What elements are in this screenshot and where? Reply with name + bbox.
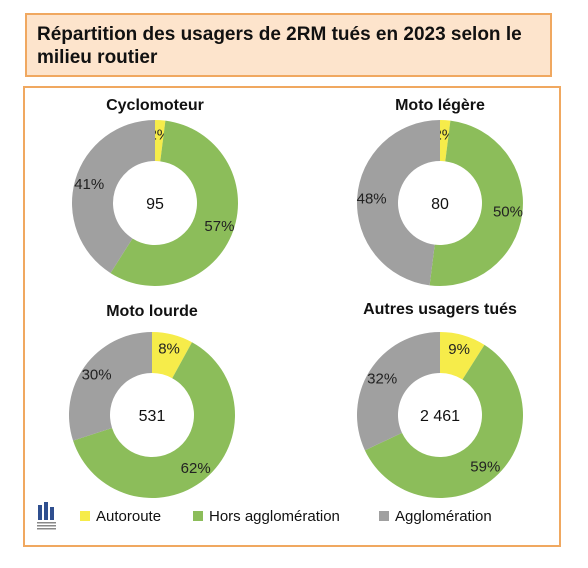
total-label: 95 bbox=[146, 196, 164, 213]
legend: Autoroute Hors agglomération Agglomération bbox=[80, 508, 492, 525]
slice-agglomeration bbox=[72, 120, 155, 274]
chart-title: Cyclomoteur bbox=[106, 97, 204, 114]
chart-title-box: Répartition des usagers de 2RM tués en 2… bbox=[25, 13, 552, 77]
slice-agglomeration bbox=[357, 120, 440, 286]
sécurité-routière-logo-icon bbox=[37, 502, 56, 530]
total-label: 80 bbox=[431, 196, 449, 213]
legend-label-hors-agglomeration: Hors agglomération bbox=[209, 508, 340, 525]
chart-title: Moto lourde bbox=[106, 303, 198, 320]
slice-label-agglomeration: 30% bbox=[82, 367, 112, 384]
slice-autoroute bbox=[152, 332, 192, 379]
slice-label-autoroute: 8% bbox=[158, 341, 180, 358]
donut-chart-autres-usagers-tues: Autres usagers tués 9% 59% 32% 2 461 bbox=[356, 301, 523, 499]
legend-swatch-hors-agglomeration bbox=[193, 511, 203, 521]
slice-label-agglomeration: 32% bbox=[367, 370, 397, 387]
donut-chart-moto-lourde: Moto lourde 8% 62% 30% 531 bbox=[69, 303, 235, 498]
slice-hors-agglomeration bbox=[73, 342, 235, 498]
slice-label-agglomeration: 41% bbox=[74, 176, 104, 193]
slice-agglomeration bbox=[69, 332, 152, 441]
slice-label-hors-agglomeration: 57% bbox=[204, 218, 234, 235]
slice-label-hors-agglomeration: 59% bbox=[470, 458, 500, 475]
slice-label-hors-agglomeration: 62% bbox=[181, 460, 211, 477]
slice-hors-agglomeration bbox=[364, 344, 523, 499]
slice-autoroute bbox=[440, 332, 485, 380]
slice-label-hors-agglomeration: 50% bbox=[493, 204, 523, 221]
slice-autoroute bbox=[440, 120, 451, 162]
slice-label-autoroute: 9% bbox=[448, 341, 470, 358]
slice-label-agglomeration: 48% bbox=[357, 191, 387, 208]
page-title: Répartition des usagers de 2RM tués en 2… bbox=[37, 24, 522, 68]
legend-label-autoroute: Autoroute bbox=[96, 508, 161, 525]
slice-autoroute bbox=[155, 120, 166, 162]
slice-agglomeration bbox=[356, 332, 440, 451]
legend-swatch-agglomeration bbox=[379, 511, 389, 521]
chart-title: Moto légère bbox=[395, 97, 485, 114]
chart-title: Autres usagers tués bbox=[363, 301, 517, 318]
legend-swatch-autoroute bbox=[80, 511, 90, 521]
total-label: 2 461 bbox=[420, 408, 460, 425]
total-label: 531 bbox=[139, 408, 166, 425]
legend-label-agglomeration: Agglomération bbox=[395, 508, 492, 525]
slice-hors-agglomeration bbox=[429, 120, 523, 286]
slice-hors-agglomeration bbox=[110, 120, 238, 286]
